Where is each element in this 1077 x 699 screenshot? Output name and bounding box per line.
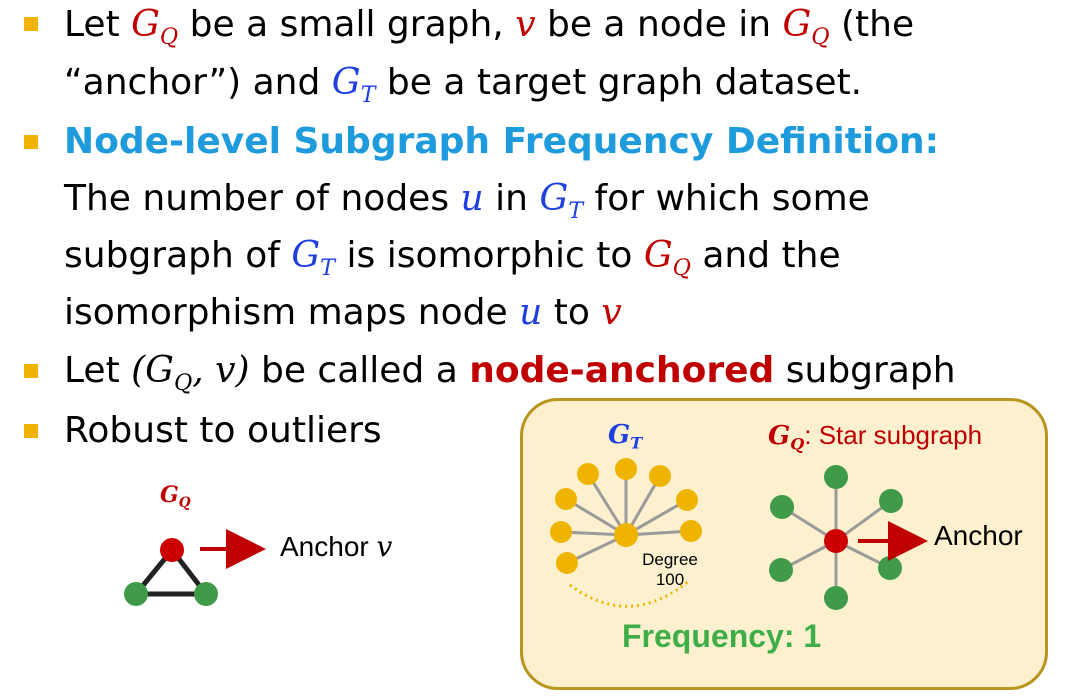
math-g-q: GQ — [131, 4, 179, 50]
star-subgraph-label: GQ: Star subgraph — [768, 420, 983, 454]
anchor-label: Anchor v — [280, 530, 393, 563]
math-g-t: GT — [291, 235, 336, 281]
text: to — [542, 292, 602, 333]
text: subgraph — [774, 350, 956, 391]
text: is isomorphic to — [335, 235, 644, 276]
bullet-1-line-1: Let GQ be a small graph, v be a node in … — [64, 0, 914, 66]
math-v: v — [515, 4, 536, 45]
math-u: u — [460, 178, 484, 219]
node — [194, 582, 218, 606]
degree-label: Degree 100 — [642, 550, 698, 589]
node — [770, 495, 794, 519]
bullet-4-line-1: Robust to outliers — [64, 402, 382, 460]
math-v: v — [601, 292, 622, 333]
math-g-q: GQ — [782, 4, 830, 50]
bullet-marker — [24, 17, 38, 31]
star-subgraph — [769, 465, 928, 610]
node — [615, 458, 637, 480]
math-g-t: GT — [331, 62, 376, 108]
text: be a small graph, — [178, 4, 516, 45]
text: (the — [829, 4, 915, 45]
text: The number of nodes — [64, 178, 461, 219]
math-g-t: GT — [539, 178, 584, 224]
query-graph-label: GQ — [160, 482, 191, 511]
anchor-node — [824, 529, 848, 553]
math-g-q: GQ — [643, 235, 691, 281]
small-query-graph — [124, 529, 266, 606]
bullet-marker — [24, 364, 38, 378]
bullet-2-line-3: isomorphism maps node u to v — [64, 284, 622, 342]
text: Robust to outliers — [64, 410, 382, 451]
bullet-2-line-1: The number of nodes u in GT for which so… — [64, 170, 870, 240]
bullet-1-line-2: “anchor”) and GT be a target graph datas… — [64, 54, 862, 124]
text: Let — [64, 350, 132, 391]
definition-heading: Node-level Subgraph Frequency Definition… — [64, 121, 940, 162]
center-node — [614, 523, 638, 547]
node — [555, 488, 577, 510]
node — [879, 489, 903, 513]
text: subgraph of — [64, 235, 292, 276]
math-u: u — [519, 292, 543, 333]
text: be a target graph dataset. — [375, 62, 863, 103]
node — [550, 521, 572, 543]
anchor-node — [160, 538, 184, 562]
text: “anchor”) and — [64, 62, 332, 103]
degree-arc — [569, 578, 691, 608]
text: in — [483, 178, 540, 219]
node — [649, 465, 671, 487]
text: be a node in — [535, 4, 783, 45]
frequency-label: Frequency: 1 — [622, 618, 822, 654]
target-graph-label: GT — [608, 420, 643, 453]
text: isomorphism maps node — [64, 292, 520, 333]
bullet-marker — [24, 135, 38, 149]
text: for which some — [583, 178, 870, 219]
node — [676, 489, 698, 511]
target-graph — [550, 458, 702, 608]
node — [124, 582, 148, 606]
bullet-3-line-1: Let (GQ, v) be called a node-anchored su… — [64, 342, 956, 412]
node — [824, 586, 848, 610]
node — [577, 463, 599, 485]
node — [556, 552, 578, 574]
bullet-marker — [24, 424, 38, 438]
text: Let — [64, 4, 132, 45]
node — [680, 520, 702, 542]
node — [824, 465, 848, 489]
node — [878, 556, 902, 580]
text: and the — [690, 235, 841, 276]
math-gq-v-pair: (GQ, v) — [131, 350, 250, 396]
bullet-2-line-2: subgraph of GT is isomorphic to GQ and t… — [64, 227, 841, 297]
node — [769, 558, 793, 582]
node-anchored-term: node-anchored — [469, 350, 775, 391]
text: be called a — [249, 350, 470, 391]
anchor-label-star: Anchor — [934, 520, 1023, 551]
